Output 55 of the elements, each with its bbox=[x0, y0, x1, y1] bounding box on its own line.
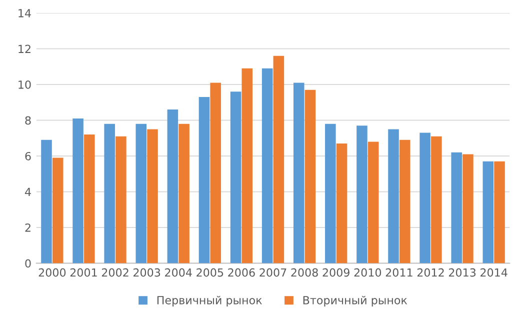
bar bbox=[494, 161, 505, 264]
y-tick-label: 10 bbox=[18, 80, 31, 89]
bar bbox=[420, 132, 430, 264]
bar bbox=[431, 136, 442, 264]
x-tick-label: 2006 bbox=[228, 268, 255, 277]
bar bbox=[198, 97, 210, 264]
bar bbox=[304, 90, 316, 264]
x-tick-label: 2004 bbox=[165, 268, 192, 277]
bar bbox=[72, 118, 84, 264]
x-tick-label: 2012 bbox=[417, 268, 444, 277]
x-tick-label: 2009 bbox=[322, 268, 350, 277]
bar bbox=[147, 129, 158, 264]
bar bbox=[482, 161, 494, 264]
bar bbox=[399, 140, 410, 264]
y-tick-label: 12 bbox=[18, 44, 30, 53]
bar bbox=[451, 152, 462, 264]
bar bbox=[230, 92, 242, 264]
x-tick-label: 2001 bbox=[70, 268, 97, 277]
bar bbox=[116, 136, 126, 264]
x-tick-label: 2010 bbox=[354, 268, 382, 277]
x-tick-label: 2003 bbox=[133, 268, 160, 277]
bar bbox=[52, 158, 64, 264]
bar bbox=[356, 126, 368, 264]
x-tick-label: 2014 bbox=[480, 268, 508, 277]
bar bbox=[104, 124, 115, 264]
y-tick-label: 14 bbox=[18, 9, 31, 18]
bar bbox=[462, 154, 474, 264]
bar bbox=[293, 82, 304, 264]
x-tick-label: 2011 bbox=[386, 268, 412, 277]
bar bbox=[242, 68, 253, 264]
bar bbox=[325, 124, 336, 264]
bar bbox=[368, 142, 379, 264]
x-tick-label: 2013 bbox=[448, 268, 476, 277]
bar bbox=[84, 134, 95, 264]
bar bbox=[136, 124, 147, 264]
y-tick-label: 0 bbox=[25, 259, 31, 268]
y-tick-label: 4 bbox=[25, 188, 31, 196]
bar bbox=[178, 124, 190, 264]
bar bbox=[41, 140, 52, 264]
bar bbox=[273, 56, 284, 264]
bar bbox=[388, 129, 399, 264]
bar bbox=[210, 82, 221, 264]
x-tick-label: 2000 bbox=[38, 268, 66, 277]
legend-label: Вторичный рынок bbox=[303, 296, 408, 307]
legend-label: Первичный рынок bbox=[157, 296, 262, 307]
y-tick-label: 2 bbox=[25, 223, 30, 232]
bar bbox=[336, 143, 348, 264]
bar bbox=[167, 110, 178, 264]
x-tick-label: 2008 bbox=[291, 268, 318, 277]
x-tick-label: 2005 bbox=[196, 268, 224, 277]
bar bbox=[262, 68, 273, 264]
y-tick-label: 6 bbox=[25, 152, 31, 160]
x-tick-label: 2002 bbox=[102, 268, 128, 277]
y-tick-label: 8 bbox=[25, 116, 31, 125]
x-tick-label: 2007 bbox=[260, 268, 286, 277]
